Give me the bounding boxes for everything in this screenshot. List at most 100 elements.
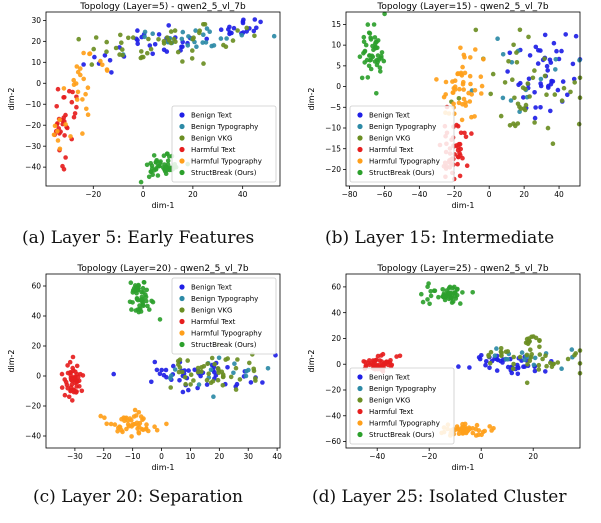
point-harmful-text (67, 359, 73, 365)
legend-box (171, 105, 277, 183)
point-harmful-typography (71, 77, 76, 83)
point-harmful-text (75, 374, 81, 380)
point-benign-text (542, 32, 548, 38)
point-benign-text (234, 381, 240, 387)
point-benign-vkg (545, 125, 551, 131)
point-benign-vkg (251, 366, 256, 372)
point-benign-vkg (252, 33, 257, 39)
legend-marker (179, 112, 185, 118)
point-benign-typography (211, 43, 217, 48)
point-benign-text (180, 389, 186, 395)
point-benign-text (171, 363, 176, 369)
x-tick-label: −20 (96, 452, 112, 461)
point-benign-vkg (185, 358, 190, 363)
legend-marker (179, 318, 185, 325)
point-structbreak-ours (371, 22, 377, 27)
y-tick-label: 60 (331, 282, 341, 291)
point-benign-vkg (89, 62, 95, 67)
point-benign-vkg (176, 369, 182, 375)
point-structbreak-ours (449, 300, 455, 305)
caption-b: (b) Layer 15: Intermediate (325, 228, 555, 248)
point-benign-text (515, 371, 521, 377)
point-benign-text (241, 17, 246, 23)
point-harmful-typography (452, 84, 458, 89)
point-benign-vkg (517, 27, 523, 33)
point-benign-typography (185, 43, 191, 48)
point-harmful-text (380, 351, 386, 357)
point-structbreak-ours (452, 284, 457, 290)
point-benign-text (456, 364, 461, 369)
point-benign-typography (211, 394, 216, 399)
point-structbreak-ours (470, 290, 475, 295)
point-harmful-text (74, 104, 79, 110)
point-structbreak-ours (441, 294, 447, 299)
point-harmful-text (68, 377, 74, 383)
point-structbreak-ours (364, 57, 370, 63)
point-benign-typography (204, 26, 210, 31)
point-harmful-text (458, 130, 464, 136)
point-harmful-text (70, 365, 75, 371)
point-harmful-typography (85, 112, 91, 117)
y-tick-label: −60 (325, 437, 341, 446)
point-benign-text (544, 63, 550, 69)
plot-frame (345, 11, 581, 187)
legend-label: Harmful Typography (369, 158, 440, 166)
point-structbreak-ours (378, 69, 383, 74)
point-benign-vkg (220, 372, 226, 377)
point-benign-typography (208, 367, 214, 372)
point-benign-vkg (104, 39, 109, 45)
point-benign-vkg (204, 377, 210, 383)
point-benign-vkg (525, 362, 530, 367)
point-harmful-text (65, 386, 70, 391)
point-harmful-typography (52, 123, 58, 129)
point-structbreak-ours (374, 62, 380, 68)
point-benign-vkg (524, 380, 530, 386)
point-benign-vkg (164, 35, 170, 40)
point-benign-vkg (552, 92, 558, 97)
point-harmful-text (59, 371, 65, 377)
legend-marker (179, 135, 185, 141)
legend-label: Benign Typography (369, 123, 436, 131)
point-structbreak-ours (138, 309, 144, 314)
point-structbreak-ours (444, 288, 449, 293)
legend-label: Benign VKG (191, 307, 232, 315)
point-harmful-typography (144, 422, 149, 427)
point-benign-text (548, 108, 553, 114)
point-harmful-text (72, 111, 78, 116)
y-tick-label: 40 (331, 308, 341, 317)
y-tick-label: 20 (331, 334, 341, 343)
point-benign-text (527, 53, 533, 58)
point-structbreak-ours (420, 299, 426, 305)
legend-label: StructBreak (Ours) (191, 169, 257, 177)
point-harmful-typography (81, 50, 86, 56)
point-harmful-text (77, 384, 82, 389)
legend-label: Benign Text (191, 284, 232, 292)
point-benign-text (551, 40, 557, 46)
legend-box (349, 105, 455, 183)
point-benign-text (505, 364, 511, 370)
point-harmful-text (373, 358, 378, 363)
point-harmful-typography (55, 129, 60, 134)
point-structbreak-ours (372, 59, 378, 64)
point-benign-vkg (572, 352, 577, 358)
point-harmful-text (71, 114, 77, 120)
point-structbreak-ours (460, 290, 465, 295)
point-benign-vkg (237, 377, 243, 382)
point-benign-vkg (528, 355, 534, 360)
point-benign-text (218, 27, 224, 32)
point-benign-vkg (146, 36, 151, 42)
point-benign-text (252, 17, 258, 22)
legend-label: Harmful Text (369, 408, 414, 416)
legend-label: Harmful Text (191, 146, 236, 154)
point-benign-vkg (188, 372, 194, 377)
legend-marker (357, 146, 363, 153)
point-structbreak-ours (382, 11, 387, 17)
point-benign-typography (265, 366, 271, 371)
legend-label: Harmful Typography (191, 158, 262, 166)
point-harmful-typography (57, 117, 62, 123)
x-tick-label: −40 (369, 452, 385, 461)
point-benign-vkg (225, 356, 230, 361)
point-benign-text (533, 105, 538, 110)
scatter-points (51, 17, 277, 185)
point-benign-vkg (175, 49, 181, 55)
